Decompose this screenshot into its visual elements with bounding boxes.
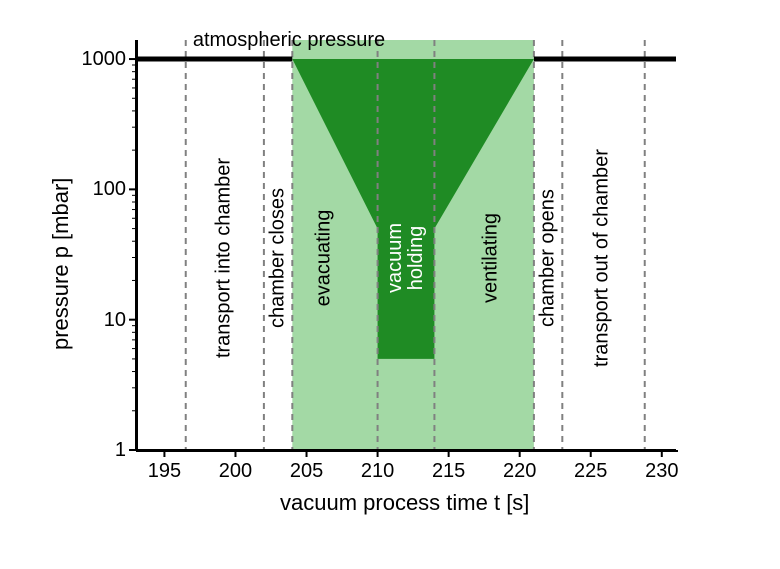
vacuum-process-chart: pressure p [mbar] vacuum process time t …: [0, 0, 780, 569]
x-tick-label: 225: [574, 460, 607, 483]
x-tick-label: 230: [645, 460, 678, 483]
y-tick-label: 10: [60, 309, 126, 332]
x-tick-label: 200: [219, 460, 252, 483]
x-tick-label: 205: [290, 460, 323, 483]
phase-label: evacuating: [312, 209, 335, 306]
phase-label: ventilating: [480, 212, 503, 302]
phase-label: transport into chamber: [213, 157, 236, 357]
x-tick-label: 220: [503, 460, 536, 483]
x-tick-label: 195: [148, 460, 181, 483]
phase-label: chamber opens: [537, 189, 560, 327]
y-tick-label: 1000: [60, 48, 126, 71]
x-tick-label: 215: [432, 460, 465, 483]
phase-label: chamber closes: [267, 187, 290, 327]
phase-label: vacuumholding: [385, 222, 427, 292]
y-tick-label: 100: [60, 178, 126, 201]
x-axis-label: vacuum process time t [s]: [280, 490, 529, 516]
x-tick-label: 210: [361, 460, 394, 483]
atmospheric-pressure-label: atmospheric pressure: [193, 29, 385, 52]
phase-label: transport out of chamber: [591, 149, 614, 367]
y-tick-label: 1: [60, 439, 126, 462]
